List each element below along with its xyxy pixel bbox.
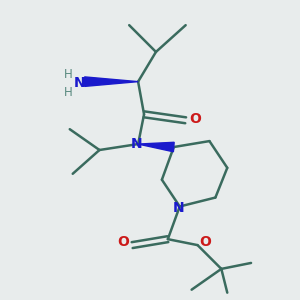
Text: H: H <box>64 68 73 81</box>
Text: O: O <box>117 235 129 249</box>
Text: H: H <box>64 85 73 98</box>
Text: O: O <box>199 235 211 249</box>
Text: O: O <box>190 112 201 126</box>
Text: N: N <box>131 137 142 151</box>
Polygon shape <box>138 142 174 152</box>
Text: N: N <box>172 201 184 215</box>
Text: N: N <box>74 76 85 90</box>
Polygon shape <box>85 77 138 86</box>
